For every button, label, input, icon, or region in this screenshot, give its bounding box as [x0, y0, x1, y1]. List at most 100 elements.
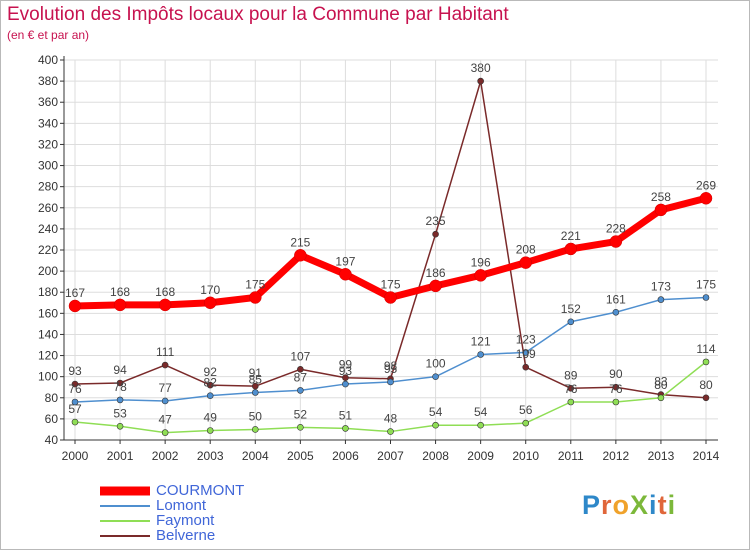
data-label-belverne-2014: 80 [699, 378, 713, 392]
data-label-faymont-2000: 57 [68, 402, 82, 416]
point-lomont-2013 [657, 296, 665, 303]
point-belverne-2009 [477, 77, 484, 85]
logo-letter-3: X [630, 490, 650, 520]
data-label-belverne-2013: 83 [654, 375, 668, 389]
point-belverne-2001 [116, 379, 124, 387]
y-tick-label-280: 280 [38, 180, 58, 194]
x-tick-label-2001: 2001 [107, 449, 134, 463]
data-label-lomont-2010: 123 [516, 332, 536, 346]
data-label-belverne-2000: 93 [68, 364, 82, 378]
data-label-belverne-2003: 92 [204, 365, 218, 379]
data-label-courmont-2009: 196 [471, 255, 491, 269]
legend-swatch-belverne [100, 535, 150, 537]
point-courmont-2008 [429, 279, 442, 293]
data-label-belverne-2012: 90 [609, 367, 623, 381]
point-belverne-2003 [206, 381, 214, 389]
point-lomont-2008 [432, 373, 439, 380]
y-tick-label-80: 80 [45, 391, 59, 405]
x-tick-label-2011: 2011 [558, 449, 584, 463]
point-faymont-2003 [206, 427, 214, 434]
point-faymont-2014 [702, 358, 710, 366]
point-belverne-2006 [342, 374, 349, 382]
y-tick-label-200: 200 [38, 264, 58, 278]
point-faymont-2012 [612, 398, 620, 406]
data-label-faymont-2001: 53 [113, 406, 127, 420]
point-belverne-2010 [522, 363, 530, 371]
data-label-courmont-2011: 221 [561, 229, 581, 243]
point-belverne-2004 [251, 382, 259, 390]
data-label-belverne-2007: 98 [384, 359, 398, 373]
data-label-courmont-2007: 175 [380, 278, 400, 292]
point-faymont-2009 [477, 421, 484, 429]
data-label-faymont-2013: 80 [654, 378, 668, 392]
legend-label-courmont: COURMONT [156, 482, 245, 499]
x-tick-label-2003: 2003 [197, 449, 224, 463]
data-label-courmont-2006: 197 [335, 254, 355, 268]
logo-letter-4: i [649, 490, 658, 520]
data-label-faymont-2009: 54 [474, 405, 488, 419]
point-belverne-2000 [71, 380, 79, 388]
point-faymont-2004 [251, 426, 259, 433]
point-courmont-2010 [519, 256, 532, 269]
y-tick-label-360: 360 [38, 95, 58, 109]
legend-label-faymont: Faymont [156, 512, 215, 529]
point-belverne-2014 [702, 394, 710, 402]
data-label-lomont-2007: 95 [384, 362, 398, 376]
y-tick-label-160: 160 [38, 306, 58, 320]
point-lomont-2012 [612, 308, 620, 316]
point-courmont-2004 [249, 291, 262, 304]
data-label-belverne-2009: 380 [471, 61, 491, 75]
data-label-faymont-2014: 114 [696, 342, 715, 356]
point-lomont-2006 [342, 380, 349, 388]
logo-letter-6: i [667, 490, 677, 520]
point-faymont-2006 [342, 425, 349, 432]
point-lomont-2000 [71, 398, 79, 406]
point-faymont-2000 [71, 418, 79, 426]
chart-title: Evolution des Impôts locaux pour la Comm… [7, 4, 509, 25]
x-tick-label-2006: 2006 [332, 449, 359, 463]
point-courmont-2013 [654, 203, 668, 217]
point-faymont-2011 [567, 398, 575, 406]
point-faymont-2008 [432, 421, 439, 429]
point-lomont-2003 [206, 392, 214, 399]
y-tick-label-140: 140 [38, 327, 58, 341]
point-faymont-2001 [116, 422, 124, 430]
point-courmont-2003 [203, 296, 217, 310]
point-lomont-2009 [477, 351, 484, 358]
data-label-faymont-2005: 52 [294, 407, 308, 421]
data-label-belverne-2004: 91 [249, 366, 263, 380]
point-lomont-2001 [116, 396, 124, 404]
x-tick-label-2004: 2004 [242, 449, 269, 463]
x-tick-label-2000: 2000 [62, 449, 89, 463]
data-label-lomont-2011: 152 [561, 302, 581, 316]
logo-letter-2: o [612, 490, 631, 520]
point-courmont-2011 [564, 242, 578, 256]
y-tick-label-60: 60 [45, 412, 59, 426]
y-tick-label-320: 320 [38, 137, 58, 151]
point-courmont-2007 [384, 291, 397, 304]
y-tick-label-40: 40 [45, 433, 59, 447]
data-label-courmont-2013: 258 [651, 190, 671, 204]
data-label-faymont-2002: 47 [158, 413, 172, 427]
data-label-courmont-2003: 170 [200, 283, 220, 297]
logo-letter-0: P [582, 490, 602, 520]
point-belverne-2012 [612, 383, 620, 391]
x-tick-label-2012: 2012 [603, 449, 630, 463]
point-faymont-2013 [657, 394, 665, 402]
point-belverne-2002 [161, 361, 169, 369]
data-label-courmont-2008: 186 [426, 266, 446, 280]
data-label-courmont-2005: 215 [290, 235, 310, 249]
data-label-lomont-2012: 161 [606, 292, 626, 306]
data-label-faymont-2003: 49 [204, 411, 218, 425]
x-tick-label-2007: 2007 [377, 449, 404, 463]
x-tick-label-2010: 2010 [512, 449, 539, 463]
logo-letter-5: t [657, 490, 668, 520]
point-courmont-2000 [68, 299, 82, 313]
data-label-lomont-2009: 121 [471, 335, 491, 349]
point-lomont-2002 [161, 397, 169, 405]
y-tick-label-400: 400 [38, 53, 58, 67]
data-label-lomont-2014: 175 [696, 278, 716, 292]
point-lomont-2005 [297, 387, 304, 394]
point-faymont-2007 [387, 428, 394, 435]
